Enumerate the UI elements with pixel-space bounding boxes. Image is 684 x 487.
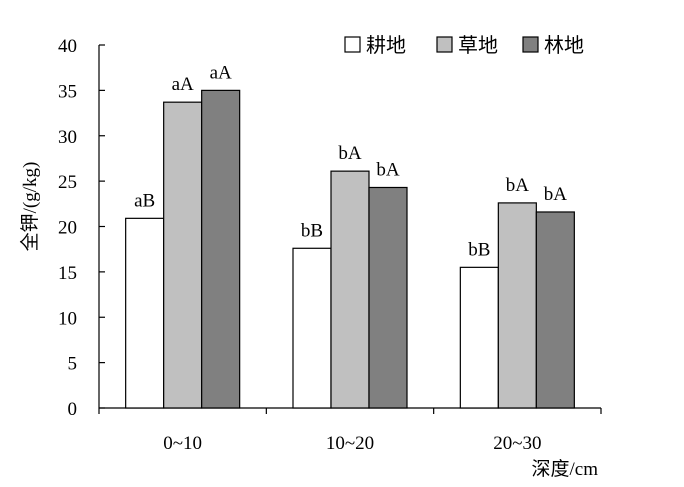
bar-data-label: bA <box>376 159 400 180</box>
y-tick-label: 40 <box>58 36 77 57</box>
x-axis-title: 深度/cm <box>532 458 599 480</box>
bar-data-label: bA <box>506 175 530 196</box>
bar <box>497 202 537 409</box>
bar <box>330 170 370 409</box>
bar-data-label: bB <box>468 239 490 260</box>
bar-data-label: aA <box>172 74 194 95</box>
bar-data-label: bB <box>301 220 323 241</box>
category-label: 10~20 <box>326 433 374 454</box>
y-tick-label: 15 <box>58 263 77 284</box>
bar <box>459 266 499 409</box>
bar <box>292 247 332 409</box>
y-tick-label: 35 <box>58 81 77 102</box>
bar-labels: aB bB bB aA bA bA aA bA bA <box>134 62 567 260</box>
bar-data-label: bA <box>544 184 568 205</box>
bar <box>368 186 408 409</box>
bars <box>125 89 575 409</box>
y-ticks: 0 5 10 15 20 25 30 35 40 <box>58 36 105 420</box>
y-tick-label: 20 <box>58 218 77 239</box>
legend: 耕地 草地 林地 <box>344 34 584 57</box>
y-tick-label: 30 <box>58 127 77 148</box>
legend-label: 耕地 <box>366 34 406 57</box>
bar-data-label: aA <box>210 62 232 83</box>
legend-label: 林地 <box>544 34 584 57</box>
bar <box>125 217 165 409</box>
legend-swatch <box>436 36 453 53</box>
bar-data-label: aB <box>134 190 155 211</box>
legend-swatch <box>522 36 539 53</box>
y-tick-label: 25 <box>58 172 77 193</box>
y-tick-label: 5 <box>68 354 78 375</box>
bar <box>535 211 575 409</box>
legend-label: 草地 <box>458 34 498 57</box>
bar <box>163 101 203 409</box>
category-label: 0~10 <box>163 433 202 454</box>
category-labels: 0~10 10~20 20~30 <box>98 408 602 454</box>
bar <box>201 89 241 409</box>
y-axis-title: 全钾/(g/kg) <box>19 162 41 252</box>
bar-data-label: bA <box>338 143 362 164</box>
y-tick-label: 0 <box>68 399 78 420</box>
category-label: 20~30 <box>493 433 541 454</box>
legend-swatch <box>344 36 361 53</box>
y-tick-label: 10 <box>58 308 77 329</box>
